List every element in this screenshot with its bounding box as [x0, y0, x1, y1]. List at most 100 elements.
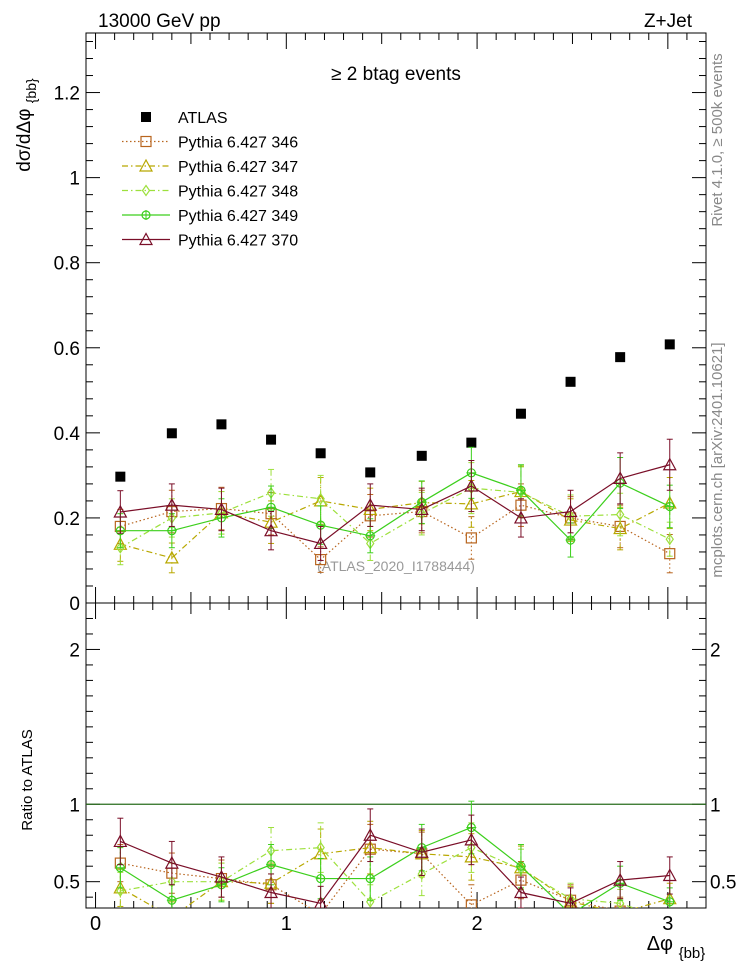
- data-point: [313, 536, 328, 550]
- watermark: (ATLAS_2020_I1788444): [317, 558, 475, 574]
- ratio-data-point: [116, 884, 125, 898]
- ratio-xlabel-text: Δφ: [647, 933, 673, 955]
- ratio-xtick-label: 2: [472, 913, 483, 935]
- ratio-data-point: [314, 896, 328, 908]
- ratio-xtick-label: 1: [281, 913, 292, 935]
- data-point: [464, 478, 479, 492]
- data-point: [264, 523, 279, 537]
- ratio-data-point: [515, 861, 526, 872]
- series-line: [120, 504, 671, 561]
- series-line: [120, 464, 670, 545]
- process-label: Z+Jet: [644, 11, 693, 32]
- data-point: [613, 471, 628, 484]
- data-point: [565, 376, 576, 387]
- ratio-series-line: [120, 846, 636, 908]
- data-point: [166, 525, 177, 536]
- ratio-ytick-label-right: 0.5: [710, 873, 736, 894]
- data-point: [266, 434, 277, 445]
- series-line: [120, 472, 671, 541]
- data-point: [266, 502, 277, 513]
- data-point: [664, 548, 676, 560]
- ratio-data-point: [513, 885, 528, 899]
- main-ytick-label: 0: [69, 594, 80, 615]
- ratio-data-point-ring: [567, 910, 575, 918]
- ratio-data-point: [214, 869, 229, 883]
- ratio-data-point: [664, 896, 675, 907]
- legend-label: Pythia 6.427 346: [178, 135, 298, 152]
- legend-marker: [141, 184, 151, 197]
- mcplots-label: mcplots.cern.ch [arXiv:2401.10621]: [709, 342, 726, 577]
- data-point: [166, 428, 177, 439]
- ratio-ylabel: Ratio to ATLAS: [19, 729, 36, 830]
- legend-item: Pythia 6.427 370: [122, 232, 298, 250]
- data-point: [214, 502, 229, 516]
- ratio-data-point: [662, 868, 677, 882]
- data-point: [465, 532, 477, 544]
- legend-label: Pythia 6.427 347: [178, 159, 298, 176]
- main-axis-ticks: 0 0.2 0.4 0.6 0.8 1 1.2: [54, 33, 707, 615]
- main-data-marks: [113, 339, 677, 574]
- main-ylabel-text: dσ/dΔφ: [14, 109, 35, 172]
- legend-item: Pythia 6.427 349: [122, 208, 298, 225]
- ratio-data-point: [166, 895, 177, 906]
- main-panel: ≥ 2 btag events (ATLAS_2020_I1788444) dσ…: [14, 32, 707, 615]
- main-ytick-label: 1.2: [54, 84, 80, 105]
- rivet-label: Rivet 4.1.0, ≥ 500k events: [709, 53, 726, 226]
- legend-label: Pythia 6.427 349: [178, 208, 298, 225]
- ratio-ytick-label: 2: [69, 640, 80, 661]
- legend-marker: [141, 210, 151, 220]
- legend-item: Pythia 6.427 347: [122, 158, 298, 176]
- data-point: [164, 497, 179, 511]
- data-point: [113, 504, 128, 518]
- ratio-data-point: [365, 873, 376, 884]
- ratio-data-point: [613, 872, 628, 886]
- ratio-data-point: [164, 855, 179, 869]
- ratio-data-point: [166, 911, 178, 922]
- data-point: [513, 510, 528, 524]
- main-ytick-label: 0.2: [54, 509, 80, 530]
- ratio-series-line: [120, 826, 670, 908]
- legend-item: Pythia 6.427 348: [122, 184, 298, 201]
- data-point: [115, 471, 126, 482]
- legend-item: Pythia 6.427 346: [122, 135, 298, 152]
- ratio-panel: Ratio to ATLAS 0.5 0.5 1 1 2 2 0 1 2 3 Δφ {bb}: [19, 602, 736, 962]
- data-point: [664, 339, 675, 350]
- data-point: [164, 550, 179, 564]
- ratio-series-pythia-6-427-370: [113, 808, 677, 908]
- ratio-data-point: [465, 899, 477, 908]
- data-point: [664, 501, 675, 512]
- data-point: [615, 352, 626, 363]
- main-ylabel-sub: {bb}: [23, 78, 39, 103]
- ratio-xtick-label: 0: [90, 913, 101, 935]
- ratio-data-point: [564, 896, 578, 908]
- legend-marker: [141, 112, 151, 122]
- ratio-series-line: [120, 847, 670, 908]
- series-pythia-6-427-348: [116, 462, 674, 566]
- data-point: [515, 408, 526, 419]
- main-ytick-label: 1: [69, 169, 80, 190]
- ratio-xlabel-sub: {bb}: [679, 945, 706, 962]
- data-point: [315, 448, 326, 459]
- data-point: [365, 530, 376, 541]
- legend-label: Pythia 6.427 370: [178, 233, 298, 250]
- ratio-series-pythia-6-427-346: [114, 823, 626, 919]
- ratio-ytick-label: 1: [69, 795, 80, 816]
- energy-label: 13000 GeV pp: [98, 11, 221, 32]
- main-title: ≥ 2 btag events: [331, 64, 461, 85]
- main-ytick-label: 0.4: [54, 424, 81, 445]
- series-pythia-6-427-370: [113, 438, 677, 561]
- ratio-ytick-label: 0.5: [54, 873, 80, 894]
- ratio-series-pythia-6-427-348: [116, 822, 636, 908]
- data-point: [414, 502, 429, 516]
- legend-marker: [140, 135, 152, 148]
- ratio-data-point: [266, 859, 277, 870]
- ratio-data-point: [316, 909, 326, 919]
- ratio-xtick-label: 3: [662, 913, 673, 935]
- data-point: [365, 467, 376, 478]
- data-point: [615, 508, 625, 521]
- data-point: [216, 419, 227, 430]
- data-point: [563, 504, 578, 518]
- ratio-series-line: [120, 848, 609, 908]
- main-ylabel-group: dσ/dΔφ {bb}: [14, 78, 39, 172]
